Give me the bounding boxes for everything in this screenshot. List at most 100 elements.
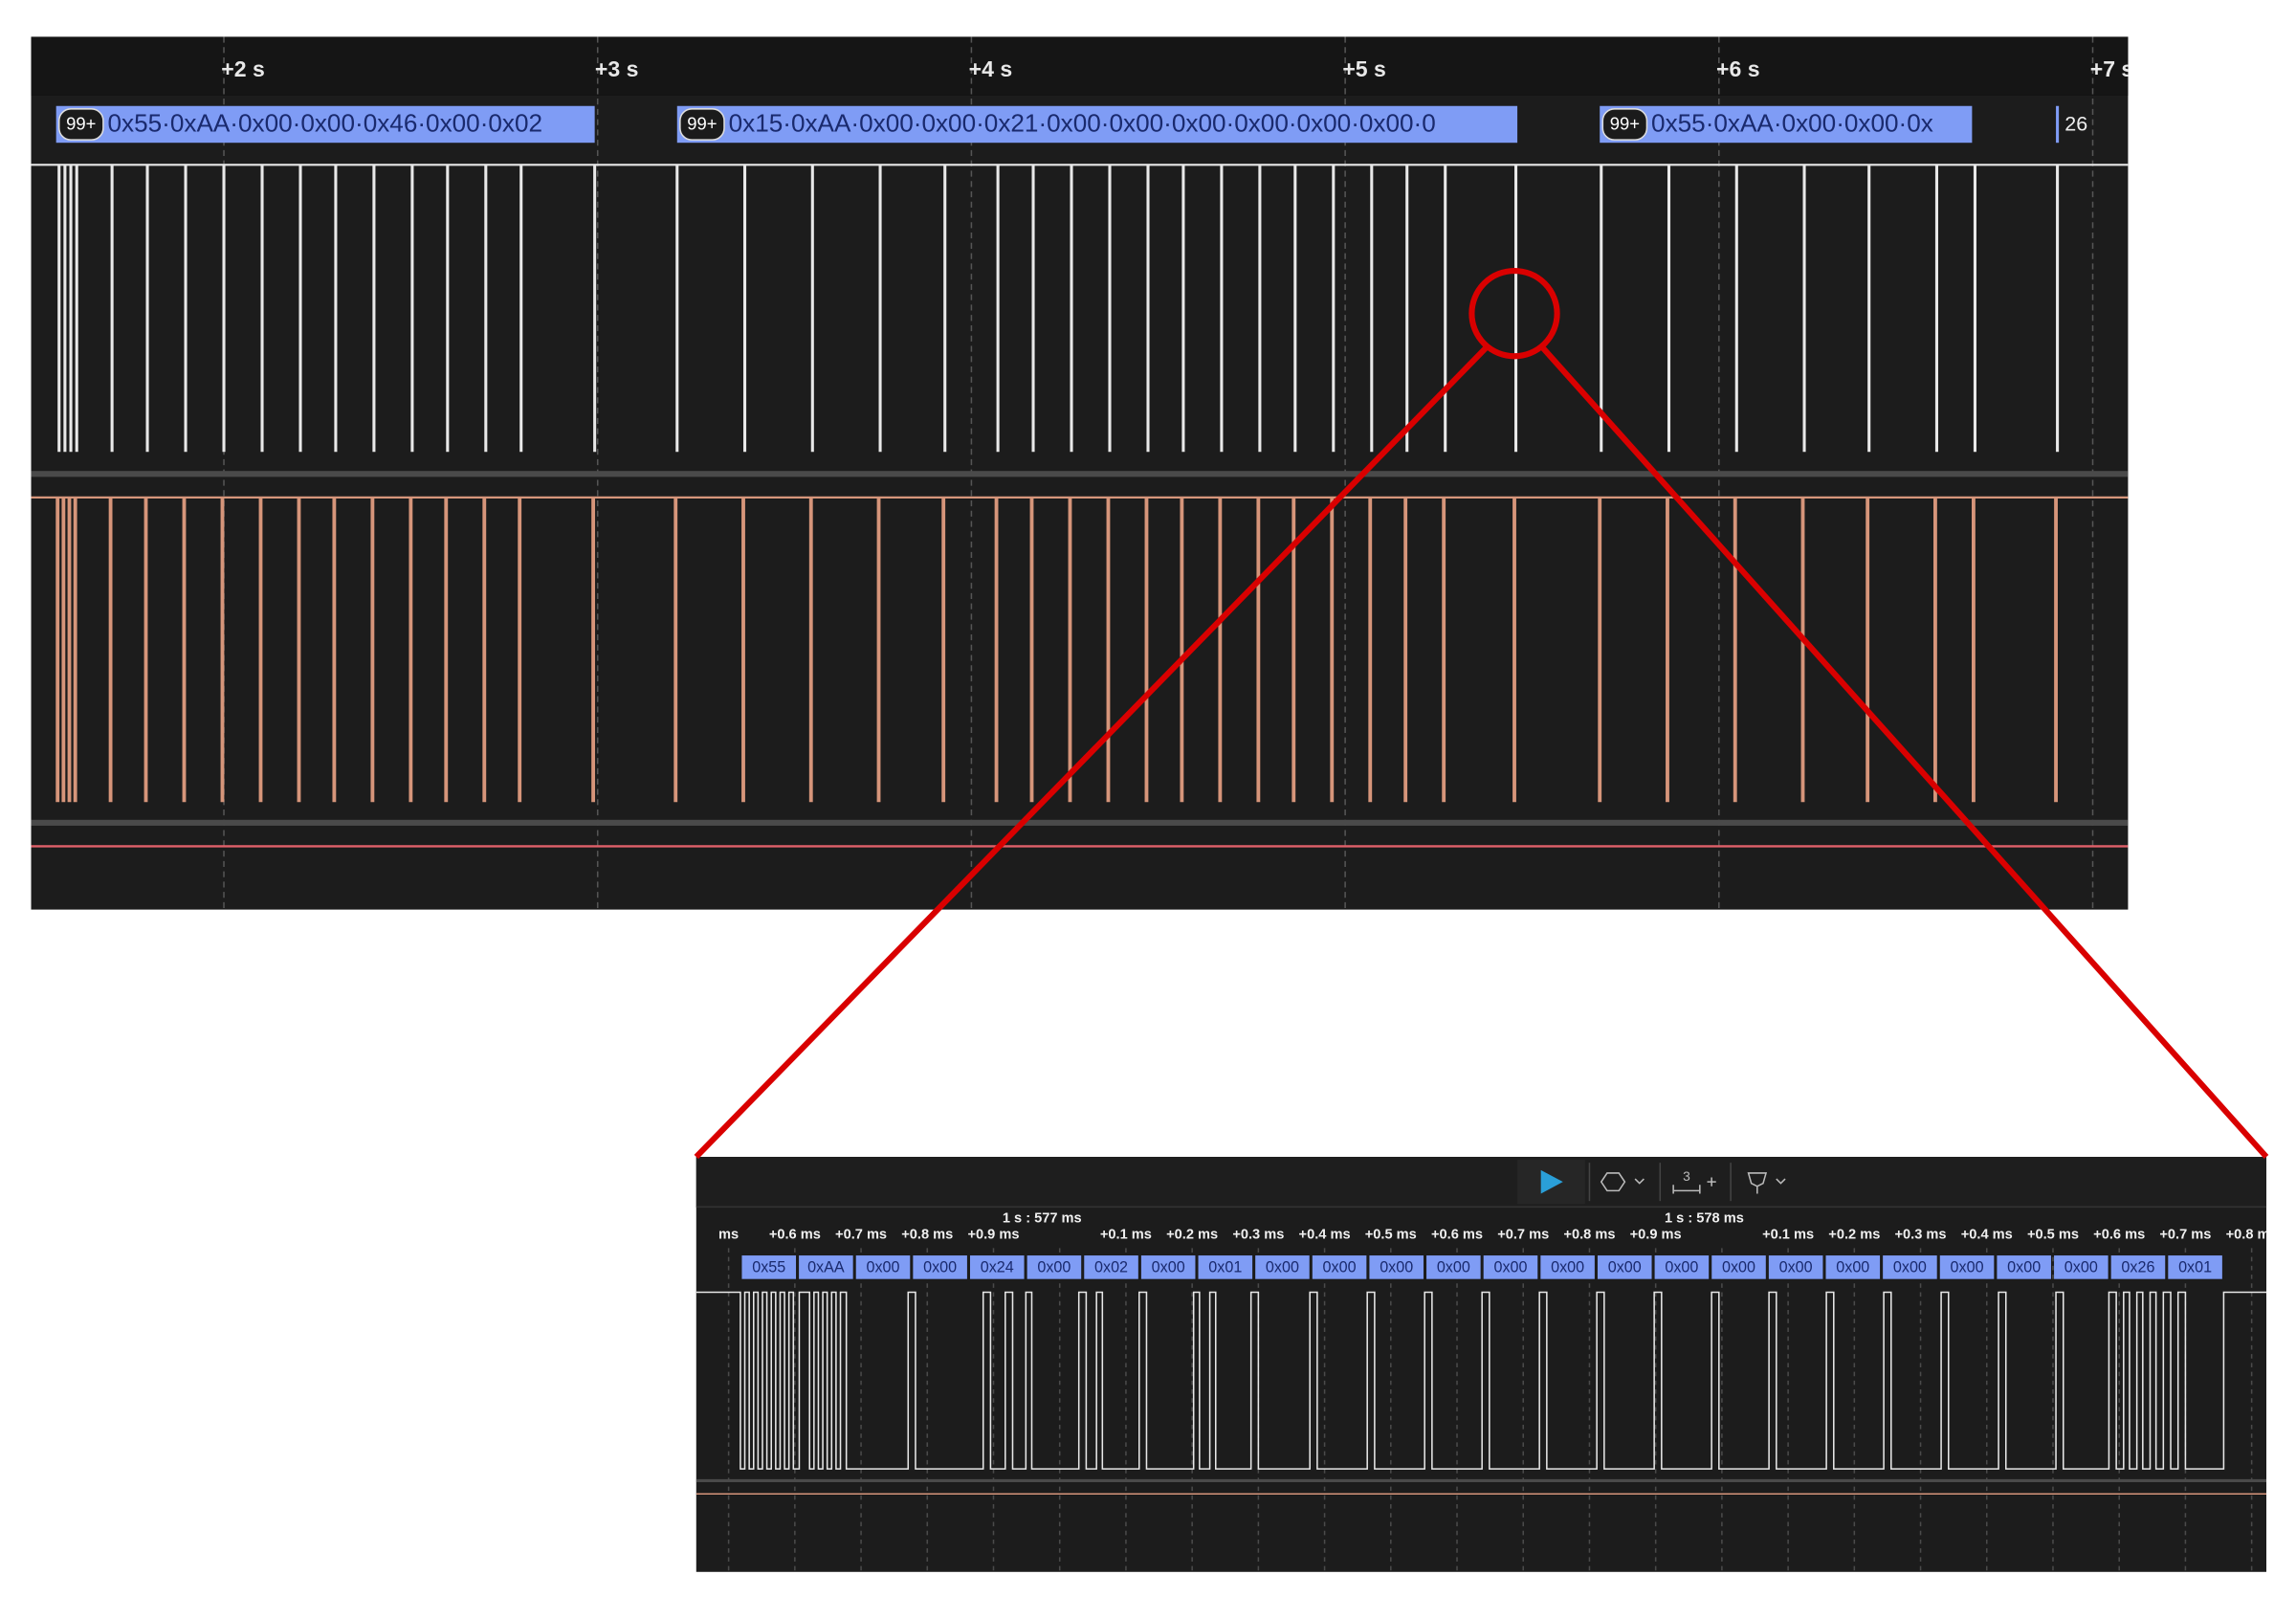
time-label: +0.6 ms [2093,1227,2145,1242]
time-label: +0.1 ms [1100,1227,1152,1242]
time-label: +0.6 ms [1431,1227,1483,1242]
time-label: +0.3 ms [1895,1227,1947,1242]
byte-box [1483,1255,1538,1279]
time-label: +0.8 ms [901,1227,953,1242]
overview-content: +2 s +3 s +4 s +5 s +6 s +7 s 99+ 0x55·0xAA·0x0… [31,36,2134,910]
byte-box [1312,1255,1367,1279]
byte-label: 0x00 [867,1258,900,1275]
byte-label: 0x01 [2178,1258,2212,1275]
time-label: +0.1 ms [1762,1227,1814,1242]
time-label: +6 s [1716,56,1760,81]
time-label: ms [718,1227,739,1242]
byte-box [2054,1255,2108,1279]
byte-box [1768,1255,1823,1279]
zoom-content: ms +0.6 ms +0.7 ms +0.8 ms +0.9 ms +0.1 ms +0.… [695,1210,2278,1572]
byte-label: 0x26 [2121,1258,2154,1275]
byte-label: 0x02 [1094,1258,1128,1275]
byte-box [1883,1255,1937,1279]
toolbar-step: 3 [1683,1168,1690,1184]
time-label: +0.3 ms [1232,1227,1284,1242]
byte-label: 0x00 [1951,1258,1984,1275]
byte-box [1198,1255,1253,1279]
byte-label: 0xAA [807,1258,845,1275]
time-label: +0.8 ms [2226,1227,2278,1242]
frame-bytes: 0x15·0xAA·0x00·0x00·0x21·0x00·0x00·0x00·… [729,109,1436,138]
frame-count: 99+ [1610,114,1640,134]
zoom-line [694,344,1489,1160]
time-label: +0.7 ms [835,1227,887,1242]
byte-box [1597,1255,1652,1279]
frame-box [1600,105,1973,144]
channel-sep [31,819,2129,826]
frame-box [55,105,595,144]
byte-box [1997,1255,2051,1279]
byte-label: 0x00 [1665,1258,1698,1275]
byte-label: 0x00 [2064,1258,2098,1275]
zoom-line [1539,344,2269,1160]
byte-box [1255,1255,1310,1279]
byte-label: 0x00 [1437,1258,1470,1275]
frame-count-badge [679,108,725,141]
cursor-button[interactable] [1672,1177,1716,1194]
waveform [695,1291,2267,1470]
byte-label: 0x00 [1893,1258,1927,1275]
byte-label: 0x00 [1037,1258,1071,1275]
frame-bytes: 0x55·0xAA·0x00·0x00·0x [1651,109,1933,138]
byte-label: 0x00 [1380,1258,1413,1275]
frame-count-badge [1601,108,1648,141]
time-label: +0.5 ms [1365,1227,1417,1242]
frame-count: 99+ [66,114,96,134]
byte-label: 0x01 [1208,1258,1242,1275]
byte-label: 0x00 [2007,1258,2041,1275]
byte-label: 0x00 [1779,1258,1813,1275]
major-time-label: 1 s : 577 ms [1003,1210,1082,1226]
byte-box [1711,1255,1766,1279]
byte-label: 0x00 [1323,1258,1357,1275]
time-label: +0.6 ms [769,1227,821,1242]
major-time-label: 1 s : 578 ms [1665,1210,1744,1226]
byte-label: 0x00 [1608,1258,1642,1275]
time-label: +0.7 ms [1497,1227,1549,1242]
byte-label: 0x00 [923,1258,957,1275]
byte-box [1027,1255,1082,1279]
frame-box [676,105,1518,144]
frame-count-badge [57,108,104,141]
byte-box [855,1255,911,1279]
byte-box [2168,1255,2222,1279]
time-label: +0.4 ms [1961,1227,2013,1242]
measure-button[interactable] [1600,1172,1645,1192]
play-button[interactable] [1540,1169,1563,1194]
byte-box [1140,1255,1196,1279]
byte-box [913,1255,967,1279]
trigger-button[interactable] [1747,1172,1786,1194]
byte-label: 0x24 [981,1258,1014,1275]
byte-label: 0x00 [1266,1258,1299,1275]
byte-box [1426,1255,1481,1279]
frame-count: 99+ [687,114,717,134]
time-label: +0.2 ms [1166,1227,1218,1242]
time-label: +7 s [2090,56,2134,81]
time-label: +0.8 ms [1563,1227,1615,1242]
time-label: +0.9 ms [967,1227,1019,1242]
byte-box [1939,1255,1995,1279]
byte-box [1654,1255,1710,1279]
byte-label: 0x55 [752,1258,785,1275]
byte-label: 0x00 [1493,1258,1527,1275]
byte-box [741,1255,797,1279]
time-label: +0.5 ms [2027,1227,2079,1242]
time-label: +0.4 ms [1299,1227,1351,1242]
frame-bytes: 26 [2064,112,2087,135]
frame-bytes: 0x55·0xAA·0x00·0x00·0x46·0x00·0x02 [108,109,543,138]
byte-label: 0x00 [1836,1258,1869,1275]
time-label: +0.7 ms [2159,1227,2211,1242]
time-label: +3 s [595,56,639,81]
byte-label: 0x00 [1152,1258,1185,1275]
zoom-circle [1468,267,1560,360]
byte-box [1369,1255,1424,1279]
byte-box [1084,1255,1138,1279]
byte-box [969,1255,1025,1279]
time-label: +0.9 ms [1630,1227,1682,1242]
overview-ruler [31,36,2129,96]
byte-label: 0x00 [1722,1258,1755,1275]
